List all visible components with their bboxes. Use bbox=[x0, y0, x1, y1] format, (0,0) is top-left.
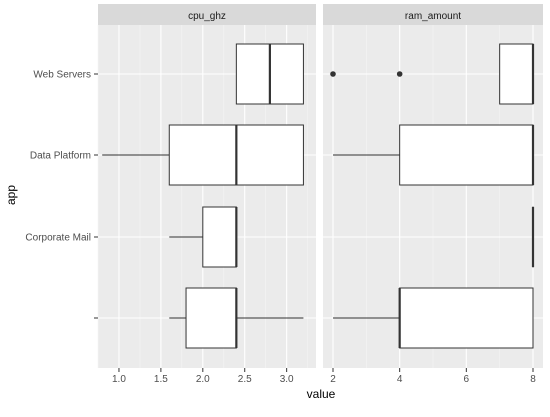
boxplot-web-servers bbox=[236, 44, 303, 104]
outlier-point bbox=[397, 71, 403, 77]
facet-panel-cpu_ghz: cpu_ghz 1.0 1.5 2.0 2.5 3.0 bbox=[98, 4, 316, 385]
facet-panel-ram_amount: ram_amount 2 4 6 8 bbox=[323, 4, 543, 385]
box-iqr bbox=[400, 125, 533, 185]
box-iqr bbox=[203, 207, 237, 267]
x-tick-label: 2.5 bbox=[238, 374, 252, 385]
x-tick-label: 1.0 bbox=[112, 374, 126, 385]
x-tick-label: 2.0 bbox=[196, 374, 210, 385]
facet-panels: cpu_ghz 1.0 1.5 2.0 2.5 3.0 ram_amount 2 4 6 8 bbox=[98, 4, 543, 385]
facet-strip-label: cpu_ghz bbox=[188, 11, 226, 22]
box-iqr bbox=[500, 44, 533, 104]
outlier-point bbox=[330, 71, 336, 77]
x-axis-title: value bbox=[307, 387, 336, 401]
box-iqr bbox=[186, 288, 236, 348]
y-axis: Web Servers Data Platform Corporate Mail bbox=[25, 70, 98, 319]
x-tick-label: 3.0 bbox=[280, 374, 294, 385]
x-tick-label: 1.5 bbox=[154, 374, 168, 385]
x-tick-label: 2 bbox=[330, 374, 336, 385]
x-tick-label: 8 bbox=[530, 374, 536, 385]
y-tick-label: Data Platform bbox=[30, 151, 91, 162]
y-tick-label: Corporate Mail bbox=[25, 233, 91, 244]
y-axis-title: app bbox=[4, 185, 18, 205]
box-iqr bbox=[400, 288, 533, 348]
x-tick-label: 4 bbox=[397, 374, 403, 385]
x-tick-label: 6 bbox=[464, 374, 470, 385]
y-tick-label: Web Servers bbox=[33, 70, 91, 81]
facet-strip-label: ram_amount bbox=[405, 11, 461, 22]
